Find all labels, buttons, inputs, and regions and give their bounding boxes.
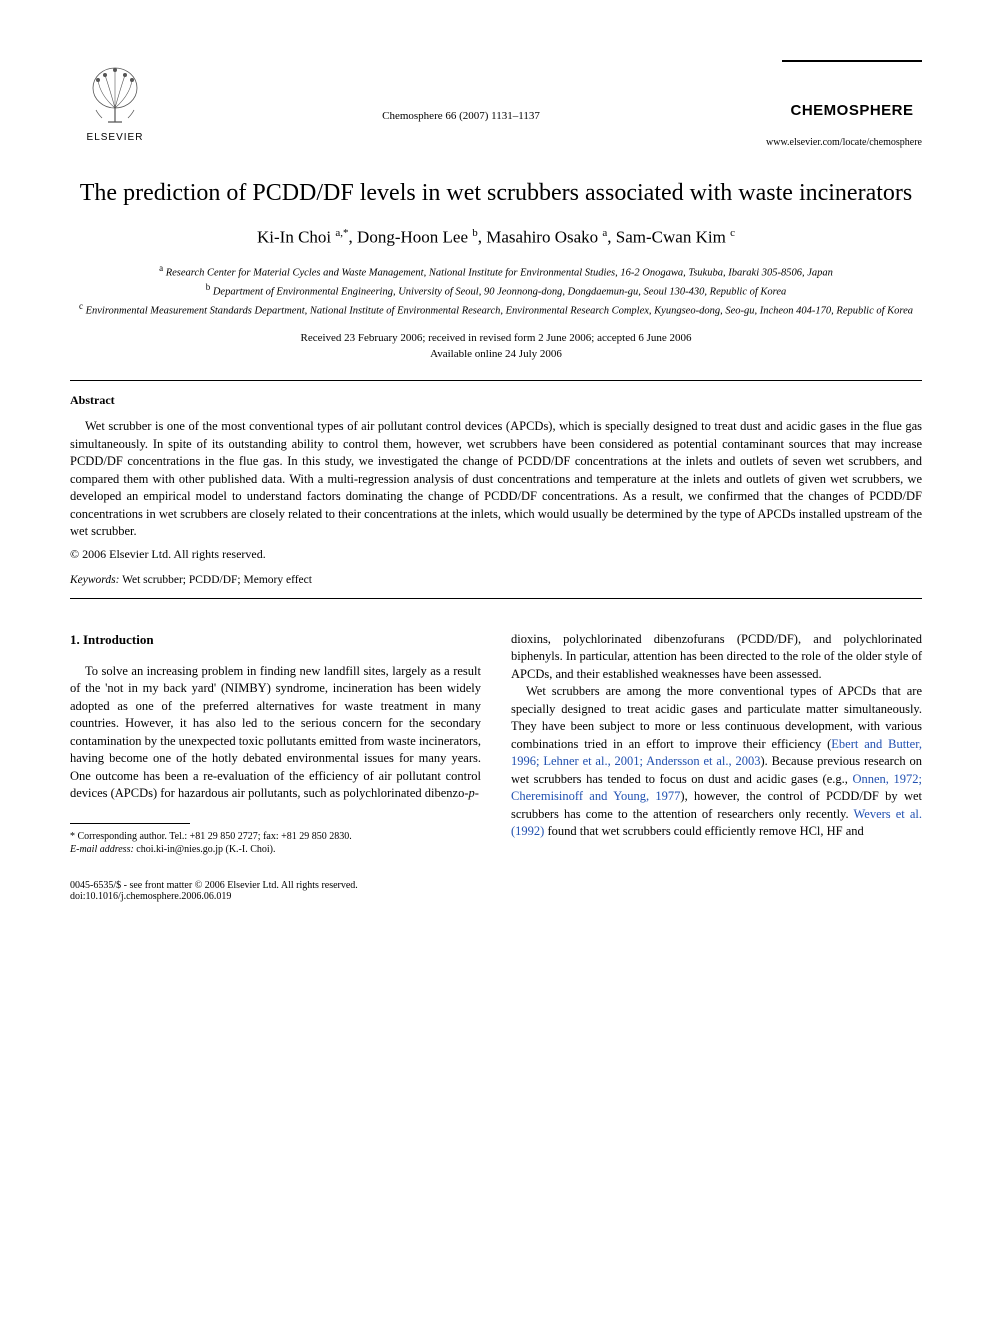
keywords-label: Keywords: bbox=[70, 574, 119, 586]
body-paragraph: To solve an increasing problem in findin… bbox=[70, 663, 481, 803]
footer-copyright: 0045-6535/$ - see front matter © 2006 El… bbox=[70, 880, 358, 891]
email-label: E-mail address: bbox=[70, 844, 134, 855]
corresponding-email: choi.ki-in@nies.go.jp (K.-I. Choi). bbox=[134, 844, 276, 855]
journal-box: CHEMOSPHERE www.elsevier.com/locate/chem… bbox=[762, 60, 922, 148]
journal-header: ELSEVIER Chemosphere 66 (2007) 1131–1137… bbox=[70, 60, 922, 148]
affiliation-a: Research Center for Material Cycles and … bbox=[166, 267, 833, 278]
abstract-label: Abstract bbox=[70, 393, 922, 408]
elsevier-tree-icon bbox=[80, 60, 150, 130]
dates-received: Received 23 February 2006; received in r… bbox=[70, 331, 922, 346]
body-paragraph: Wet scrubbers are among the more convent… bbox=[511, 683, 922, 841]
author-affil-marker: a,* bbox=[335, 227, 348, 239]
authors-line: Ki-In Choi a,*, Dong-Hoon Lee b, Masahir… bbox=[70, 227, 922, 248]
footer-doi: doi:10.1016/j.chemosphere.2006.06.019 bbox=[70, 891, 358, 902]
footer-left: 0045-6535/$ - see front matter © 2006 El… bbox=[70, 880, 358, 902]
keywords: Keywords: Wet scrubber; PCDD/DF; Memory … bbox=[70, 574, 922, 586]
corresponding-author: * Corresponding author. Tel.: +81 29 850… bbox=[70, 830, 481, 843]
journal-url: www.elsevier.com/locate/chemosphere bbox=[762, 137, 922, 148]
publisher-label: ELSEVIER bbox=[87, 132, 144, 143]
author-affil-marker: c bbox=[730, 227, 735, 239]
page-footer: 0045-6535/$ - see front matter © 2006 El… bbox=[70, 880, 922, 902]
publisher-logo: ELSEVIER bbox=[70, 60, 160, 143]
journal-rule bbox=[782, 60, 922, 62]
affiliation-c: Environmental Measurement Standards Depa… bbox=[86, 306, 913, 317]
affiliation-b: Department of Environmental Engineering,… bbox=[213, 287, 786, 298]
journal-name: CHEMOSPHERE bbox=[782, 102, 922, 119]
author: Sam-Cwan Kim bbox=[616, 228, 730, 247]
keywords-text: Wet scrubber; PCDD/DF; Memory effect bbox=[119, 574, 312, 586]
body-columns: 1. Introduction To solve an increasing p… bbox=[70, 631, 922, 856]
article-dates: Received 23 February 2006; received in r… bbox=[70, 331, 922, 362]
author: Masahiro Osako bbox=[486, 228, 602, 247]
rule-below-keywords bbox=[70, 598, 922, 599]
column-right: dioxins, polychlorinated dibenzofurans (… bbox=[511, 631, 922, 856]
author: Dong-Hoon Lee bbox=[357, 228, 472, 247]
citation-line: Chemosphere 66 (2007) 1131–1137 bbox=[160, 60, 762, 122]
body-paragraph: dioxins, polychlorinated dibenzofurans (… bbox=[511, 631, 922, 684]
footnote-rule bbox=[70, 823, 190, 824]
rule-above-abstract bbox=[70, 380, 922, 381]
column-left: 1. Introduction To solve an increasing p… bbox=[70, 631, 481, 856]
abstract-text: Wet scrubber is one of the most conventi… bbox=[70, 418, 922, 541]
corresponding-footnote: * Corresponding author. Tel.: +81 29 850… bbox=[70, 830, 481, 856]
affiliations: a Research Center for Material Cycles an… bbox=[70, 262, 922, 320]
section-heading: 1. Introduction bbox=[70, 631, 481, 649]
abstract-copyright: © 2006 Elsevier Ltd. All rights reserved… bbox=[70, 547, 922, 562]
article-title: The prediction of PCDD/DF levels in wet … bbox=[70, 178, 922, 209]
author: Ki-In Choi bbox=[257, 228, 335, 247]
dates-online: Available online 24 July 2006 bbox=[70, 347, 922, 362]
